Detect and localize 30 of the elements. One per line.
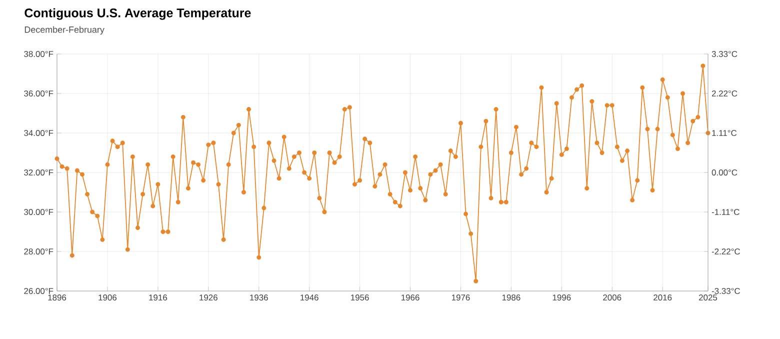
x-tick-label: 1966 — [401, 294, 420, 301]
x-tick-label: 1976 — [452, 294, 470, 301]
y2-tick-label: 3.33°C — [712, 51, 738, 57]
y2-tick-label: 1.11°C — [712, 130, 737, 136]
x-tick-label: 1896 — [48, 294, 66, 301]
x-tick-label: 1986 — [502, 294, 520, 301]
y-tick-label: 36.00°F — [24, 90, 54, 96]
chart-title: Contiguous U.S. Average Temperature — [24, 8, 251, 20]
y2-tick-label: 2.22°C — [712, 90, 738, 96]
y2-tick-label: -2.22°C — [712, 248, 740, 254]
y-tick-label: 28.00°F — [24, 248, 54, 254]
y2-tick-label: -1.11°C — [712, 209, 740, 215]
y-tick-label: 26.00°F — [24, 288, 54, 294]
y-tick-label: 34.00°F — [24, 130, 54, 136]
y-tick-label: 32.00°F — [24, 170, 54, 176]
x-tick-label: 2016 — [654, 294, 672, 301]
x-tick-label: 1926 — [200, 294, 218, 301]
x-tick-label: 1906 — [98, 294, 117, 301]
chart-subtitle: December-February — [24, 26, 104, 35]
x-tick-label: 2025 — [699, 294, 718, 301]
x-tick-label: 1996 — [552, 294, 571, 301]
y2-tick-label: -3.33°C — [712, 288, 740, 294]
x-tick-label: 1956 — [351, 294, 369, 301]
x-tick-label: 1936 — [250, 294, 268, 301]
y-tick-label: 38.00°F — [24, 51, 54, 57]
y2-tick-label: 0.00°C — [712, 170, 738, 176]
x-tick-label: 1916 — [149, 294, 167, 301]
y-tick-label: 30.00°F — [24, 209, 54, 215]
x-tick-label: 1946 — [300, 294, 318, 301]
x-tick-label: 2006 — [603, 294, 622, 301]
